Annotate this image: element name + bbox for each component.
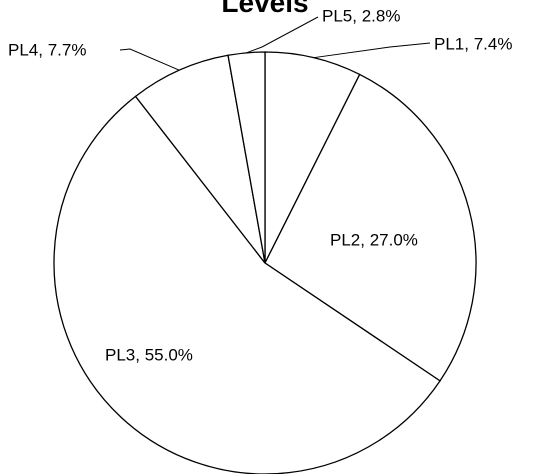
data-label: PL2, 27.0% <box>330 230 418 249</box>
pie-slice <box>53 95 441 474</box>
data-label: PL1, 7.4% <box>434 34 512 53</box>
data-label: PL3, 55.0% <box>105 345 193 364</box>
data-label: PL5, 2.8% <box>322 6 400 25</box>
leader-line <box>246 16 319 54</box>
pie-slice <box>134 54 266 264</box>
data-label: PL4, 7.7% <box>8 40 86 59</box>
pie-slice <box>264 51 361 264</box>
pie-slice <box>264 73 477 382</box>
leader-line <box>119 48 180 71</box>
chart-title: Levels <box>221 0 308 18</box>
leader-line <box>313 42 431 59</box>
